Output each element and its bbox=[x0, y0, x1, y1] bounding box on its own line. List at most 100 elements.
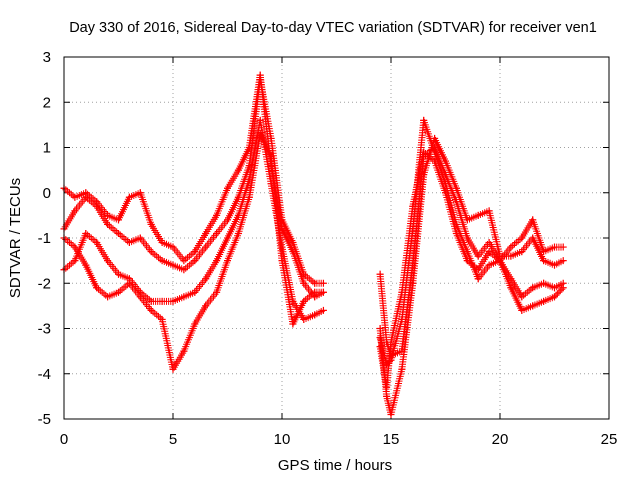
y-tick-label: -4 bbox=[38, 366, 51, 383]
series-track-2 bbox=[60, 76, 327, 287]
data-point bbox=[245, 175, 253, 183]
data-point bbox=[431, 157, 439, 165]
data-point bbox=[158, 239, 166, 247]
data-point bbox=[213, 288, 221, 296]
data-point bbox=[115, 288, 122, 296]
data-point bbox=[420, 116, 428, 124]
data-point bbox=[180, 266, 188, 274]
y-tick-label: 1 bbox=[43, 140, 51, 157]
data-point bbox=[300, 270, 308, 278]
x-tick-label: 10 bbox=[274, 431, 291, 448]
y-tick-label: -5 bbox=[38, 411, 51, 428]
data-point bbox=[507, 243, 515, 251]
data-point bbox=[278, 243, 286, 251]
data-point bbox=[398, 288, 406, 296]
data-point bbox=[93, 239, 101, 247]
data-point bbox=[147, 297, 155, 305]
series-track-8 bbox=[376, 148, 567, 391]
data-point bbox=[518, 293, 526, 301]
data-point bbox=[202, 229, 210, 237]
y-axis-label: SDTVAR / TECUs bbox=[7, 178, 24, 298]
data-point bbox=[115, 270, 122, 278]
data-point bbox=[485, 207, 493, 215]
data-point bbox=[213, 211, 221, 219]
data-point bbox=[485, 239, 493, 247]
data-point bbox=[191, 257, 199, 265]
x-axis-label: GPS time / hours bbox=[278, 457, 392, 474]
x-tick-labels: 0 5 10 15 20 25 bbox=[60, 431, 618, 448]
data-point bbox=[376, 343, 384, 351]
data-point bbox=[300, 297, 308, 305]
data-point bbox=[158, 297, 166, 305]
series-track-5 bbox=[376, 134, 567, 418]
data-point bbox=[104, 257, 112, 265]
data-point bbox=[496, 257, 504, 265]
data-point bbox=[256, 116, 264, 124]
data-point bbox=[529, 234, 537, 242]
data-point bbox=[180, 293, 188, 301]
data-point bbox=[104, 220, 112, 228]
data-point bbox=[300, 279, 308, 287]
data-point bbox=[71, 257, 79, 265]
data-point bbox=[452, 198, 460, 206]
data-point bbox=[82, 261, 90, 269]
data-point bbox=[485, 248, 493, 256]
y-tick-label: 0 bbox=[43, 185, 51, 202]
data-point bbox=[376, 270, 384, 278]
data-point bbox=[115, 216, 122, 224]
x-tick-label: 25 bbox=[601, 431, 618, 448]
data-point bbox=[93, 202, 101, 210]
data-point bbox=[387, 410, 395, 418]
data-point bbox=[82, 229, 90, 237]
data-point bbox=[169, 243, 177, 251]
data-point bbox=[224, 184, 231, 192]
data-point bbox=[136, 293, 144, 301]
data-point bbox=[202, 243, 210, 251]
data-point bbox=[158, 315, 166, 323]
data-markers bbox=[60, 71, 567, 418]
plot-frame bbox=[63, 56, 610, 420]
data-point bbox=[71, 243, 79, 251]
data-point bbox=[463, 257, 471, 265]
data-point bbox=[191, 320, 199, 328]
data-point bbox=[245, 193, 253, 201]
data-point bbox=[551, 243, 558, 251]
y-tick-label: 2 bbox=[43, 94, 51, 111]
data-point bbox=[125, 239, 133, 247]
data-point bbox=[319, 306, 327, 314]
data-point bbox=[191, 288, 199, 296]
data-point bbox=[104, 293, 112, 301]
data-point bbox=[311, 279, 319, 287]
y-tick-label: -2 bbox=[38, 275, 51, 292]
data-point bbox=[125, 279, 133, 287]
data-point bbox=[529, 284, 537, 292]
x-tick-label: 20 bbox=[492, 431, 509, 448]
x-tick-label: 0 bbox=[60, 431, 68, 448]
data-point bbox=[311, 288, 319, 296]
data-point bbox=[93, 284, 101, 292]
data-point bbox=[551, 293, 558, 301]
data-point bbox=[213, 229, 221, 237]
data-point bbox=[180, 257, 188, 265]
data-point bbox=[125, 193, 133, 201]
data-point bbox=[485, 261, 493, 269]
data-point bbox=[559, 257, 567, 265]
data-point bbox=[431, 148, 439, 156]
data-point bbox=[551, 261, 558, 269]
data-point bbox=[559, 284, 567, 292]
data-point bbox=[300, 315, 308, 323]
data-point bbox=[256, 130, 264, 138]
data-point bbox=[518, 248, 526, 256]
data-point bbox=[256, 76, 264, 84]
data-point bbox=[202, 302, 210, 310]
data-point bbox=[169, 297, 177, 305]
data-point bbox=[383, 383, 391, 391]
data-point bbox=[376, 334, 384, 342]
data-point bbox=[104, 211, 112, 219]
x-tick-label: 15 bbox=[383, 431, 400, 448]
data-point bbox=[115, 229, 122, 237]
data-point bbox=[224, 234, 231, 242]
data-point bbox=[202, 275, 210, 283]
data-point bbox=[559, 243, 567, 251]
